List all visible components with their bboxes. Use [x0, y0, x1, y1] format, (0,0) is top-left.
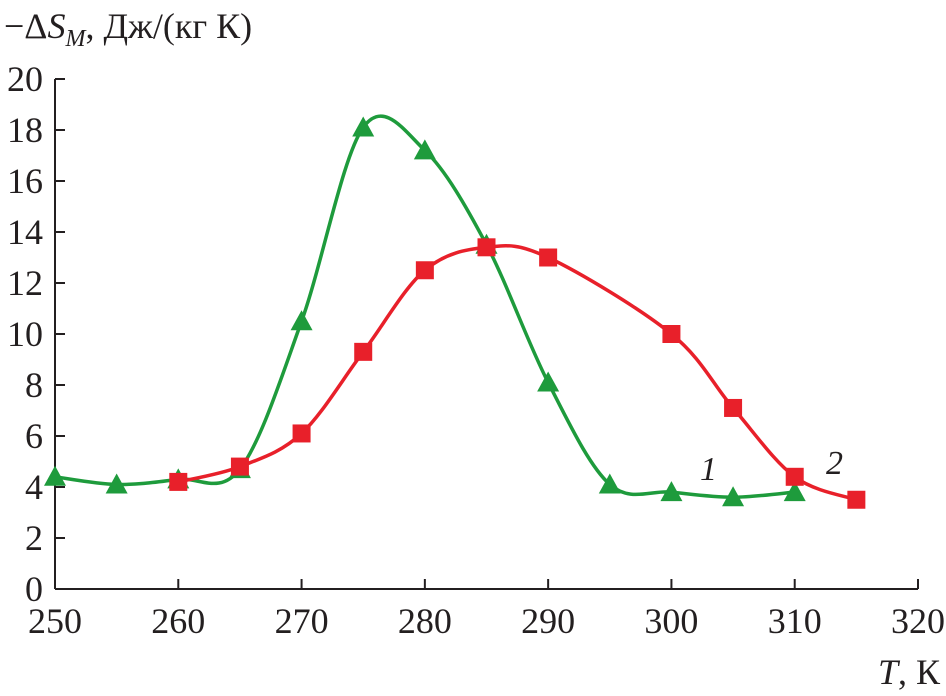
series-2-marker	[539, 248, 558, 267]
y-tick-label: 4	[25, 467, 43, 507]
x-tick-label: 260	[151, 601, 205, 641]
series-2-marker	[785, 467, 804, 486]
x-tick-label: 290	[521, 601, 575, 641]
y-tick-label: 12	[7, 263, 43, 303]
x-tick-label: 270	[275, 601, 329, 641]
series-label-1: 1	[700, 451, 717, 488]
series-1-marker	[660, 481, 683, 502]
y-tick-label: 16	[7, 161, 43, 201]
series-2-line	[177, 244, 857, 502]
series-1-marker	[537, 371, 560, 392]
x-tick-label: 320	[891, 601, 945, 641]
x-axis-label: T, К	[878, 652, 941, 692]
y-tick-label: 0	[25, 569, 43, 609]
x-tick-label: 310	[768, 601, 822, 641]
y-axis-label: −ΔSM, Дж/(кг К)	[4, 6, 252, 52]
series-2-marker	[354, 342, 373, 361]
series-2-marker	[847, 490, 866, 509]
series-1-marker	[783, 481, 806, 502]
series-2-marker	[169, 472, 188, 491]
series-2-marker	[477, 238, 496, 257]
series-1-marker	[105, 473, 128, 494]
axes: 250 260 270 280 290 300 310 3200246810121416182…	[7, 59, 945, 641]
x-tick-label: 300	[644, 601, 698, 641]
y-tick-label: 2	[25, 518, 43, 558]
series-1-marker	[44, 465, 66, 486]
series-layer	[44, 114, 866, 509]
series-1-marker	[413, 139, 436, 160]
series-2-marker	[292, 424, 311, 443]
x-tick-label: 250	[28, 601, 82, 641]
y-tick-label: 20	[7, 59, 43, 99]
x-tick-label: 280	[398, 601, 452, 641]
series-1-marker	[290, 310, 313, 331]
y-tick-label: 18	[7, 110, 43, 150]
series-2-marker	[415, 261, 434, 280]
series-2-marker	[230, 457, 249, 476]
series-2-marker	[724, 398, 743, 417]
y-tick-label: 10	[7, 314, 43, 354]
series-2-marker	[662, 325, 681, 343]
series-1-marker	[352, 116, 375, 137]
series-1-line	[54, 114, 795, 499]
y-tick-label: 14	[7, 212, 43, 252]
series-label-2: 2	[826, 445, 843, 482]
series-1-marker	[598, 473, 621, 494]
series-1-marker	[722, 486, 745, 507]
y-tick-label: 8	[25, 365, 43, 405]
y-tick-label: 6	[25, 416, 43, 456]
